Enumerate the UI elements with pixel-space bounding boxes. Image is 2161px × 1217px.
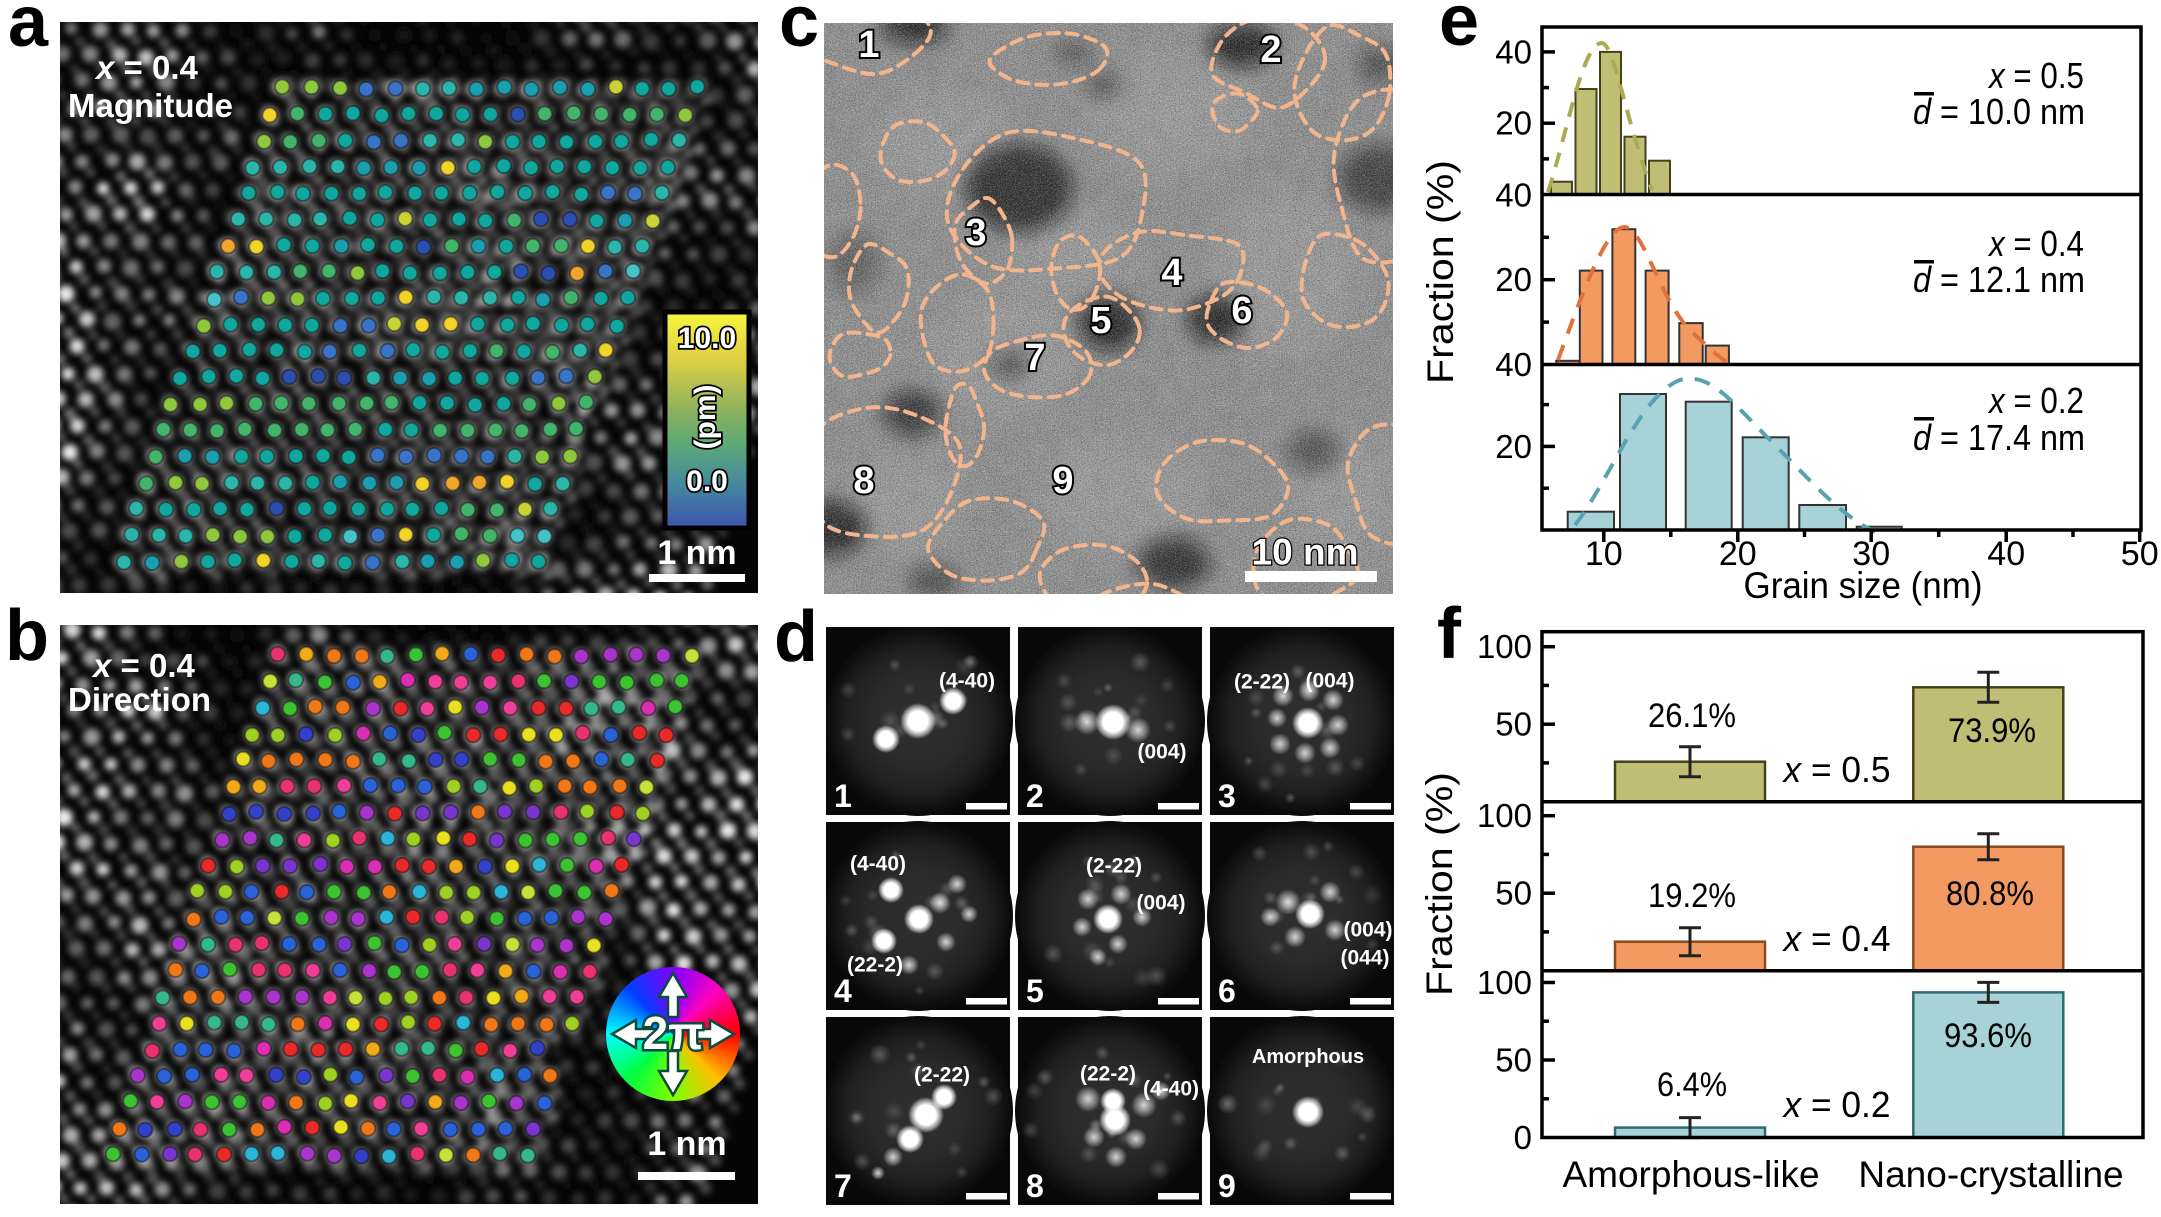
svg-text:10.0: 10.0 [678,322,736,355]
svg-text:a: a [8,0,49,62]
svg-text:b: b [5,596,49,676]
svg-text:(pm): (pm) [689,385,722,450]
svg-text:c: c [779,0,819,62]
svg-text:d: d [774,597,818,677]
svg-text:Magnitude: Magnitude [68,87,233,124]
svg-text:e: e [1439,0,1479,61]
svg-text:0.0: 0.0 [686,465,728,498]
svg-text:x = 0.4: x = 0.4 [94,49,198,86]
svg-text:f: f [1437,594,1462,674]
svg-text:1 nm: 1 nm [657,534,736,572]
